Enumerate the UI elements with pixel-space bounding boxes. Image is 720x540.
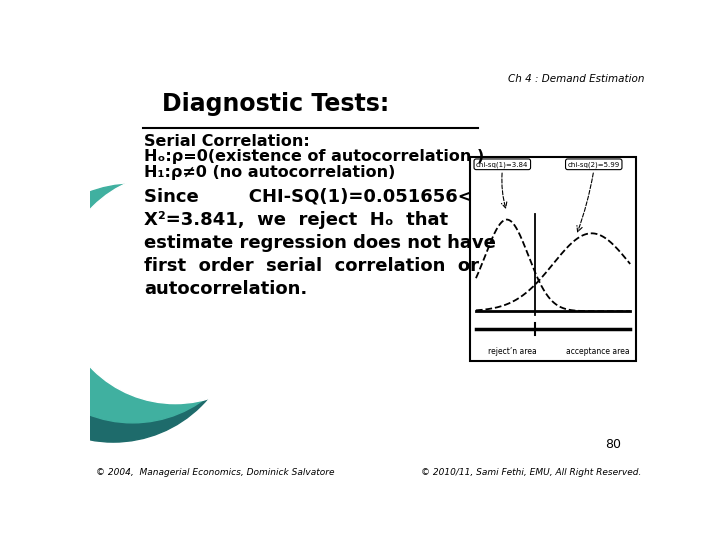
Text: © 2010/11, Sami Fethi, EMU, All Right Reserved.: © 2010/11, Sami Fethi, EMU, All Right Re…: [421, 468, 642, 477]
Text: Serial Correlation:: Serial Correlation:: [144, 134, 310, 149]
Text: acceptance area: acceptance area: [566, 347, 629, 356]
Text: Diagnostic Tests:: Diagnostic Tests:: [163, 92, 390, 116]
Text: Ch 4 : Demand Estimation: Ch 4 : Demand Estimation: [508, 74, 644, 84]
Text: reject’n area: reject’n area: [488, 347, 536, 356]
Circle shape: [12, 184, 253, 423]
Text: 80: 80: [605, 438, 621, 451]
Text: chi-sq(1)=3.84: chi-sq(1)=3.84: [476, 161, 528, 167]
Circle shape: [0, 195, 238, 442]
Bar: [469, 157, 636, 361]
Text: first  order  serial  correlation  or: first order serial correlation or: [144, 257, 480, 275]
Text: H₁:ρ≠0 (no autocorrelation): H₁:ρ≠0 (no autocorrelation): [144, 165, 395, 180]
Circle shape: [59, 173, 292, 403]
Text: chi-sq(2)=5.99: chi-sq(2)=5.99: [567, 161, 620, 167]
Text: Since        CHI-SQ(1)=0.051656<: Since CHI-SQ(1)=0.051656<: [144, 188, 473, 206]
Text: estimate regression does not have: estimate regression does not have: [144, 234, 496, 252]
Text: © 2004,  Managerial Economics, Dominick Salvatore: © 2004, Managerial Economics, Dominick S…: [96, 468, 335, 477]
Text: Hₒ:ρ=0(existence of autocorrelation ): Hₒ:ρ=0(existence of autocorrelation ): [144, 150, 485, 165]
Text: X²=3.841,  we  reject  Hₒ  that: X²=3.841, we reject Hₒ that: [144, 211, 449, 229]
Text: autocorrelation.: autocorrelation.: [144, 280, 307, 299]
